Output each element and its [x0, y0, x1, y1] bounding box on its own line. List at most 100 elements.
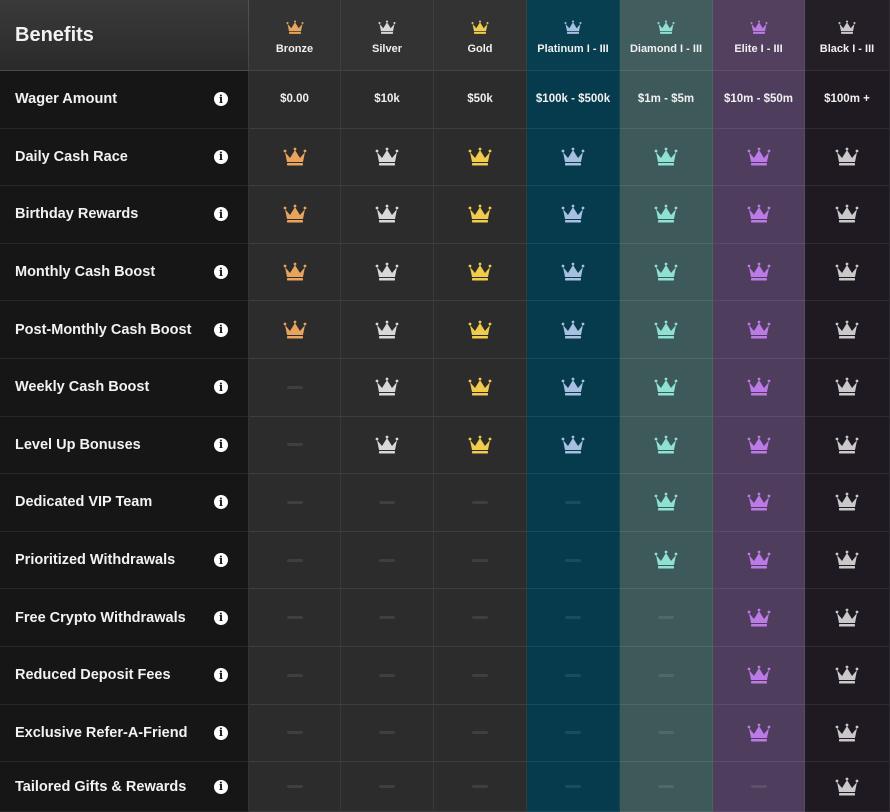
crown-icon	[375, 435, 399, 455]
info-icon[interactable]: i	[214, 553, 228, 568]
info-icon[interactable]: i	[214, 207, 228, 222]
benefit-cell-platinum	[527, 416, 620, 475]
benefit-cell-bronze	[249, 128, 341, 187]
info-icon[interactable]: i	[214, 149, 228, 164]
crown-icon	[654, 147, 678, 167]
row-label-benefit: Birthday Rewards i	[0, 186, 249, 244]
benefit-cell-diamond	[620, 589, 713, 647]
benefit-cell-elite	[713, 243, 805, 302]
benefit-cell-silver	[341, 646, 434, 705]
unavailable-dash	[379, 731, 395, 735]
tier-header-platinum: Platinum I - III	[527, 0, 620, 71]
benefit-cell-silver	[341, 128, 434, 187]
crown-icon	[468, 377, 492, 397]
benefit-cell-diamond	[620, 416, 713, 475]
benefit-cell-diamond	[620, 128, 713, 187]
unavailable-dash	[379, 785, 395, 789]
benefit-cell-black	[805, 416, 890, 475]
crown-icon	[378, 19, 396, 35]
info-icon[interactable]: i	[214, 725, 228, 740]
row-label: Tailored Gifts & Rewards	[15, 778, 187, 795]
row-label: Birthday Rewards	[15, 206, 139, 223]
crown-icon	[835, 262, 859, 282]
crown-icon	[375, 377, 399, 397]
row-label: Reduced Deposit Fees	[15, 667, 171, 684]
unavailable-dash	[658, 785, 674, 789]
row-label: Weekly Cash Boost	[15, 379, 150, 396]
row-label: Post-Monthly Cash Boost	[15, 321, 192, 338]
wager-cell-elite: $10m - $50m	[713, 71, 805, 129]
benefit-cell-black	[805, 128, 890, 187]
benefit-cell-diamond	[620, 243, 713, 302]
crown-icon	[654, 320, 678, 340]
wager-value: $1m - $5m	[637, 93, 695, 106]
tier-name: Black I - III	[819, 42, 875, 55]
unavailable-dash	[286, 443, 303, 447]
crown-icon	[749, 19, 768, 35]
tier-name: Elite I - III	[734, 42, 783, 55]
unavailable-dash	[565, 558, 581, 562]
unavailable-dash	[379, 616, 395, 620]
info-icon[interactable]: i	[214, 380, 228, 395]
benefit-cell-platinum	[527, 589, 620, 647]
benefit-cell-silver	[341, 358, 434, 417]
benefit-cell-silver	[341, 301, 434, 359]
crown-icon	[468, 147, 492, 167]
unavailable-dash	[286, 673, 303, 677]
crown-icon	[561, 262, 585, 282]
crown-icon	[654, 262, 678, 282]
wager-cell-black: $100m +	[805, 71, 890, 129]
row-label-benefit: Prioritized Withdrawals i	[0, 531, 249, 590]
benefit-cell-gold	[434, 301, 527, 359]
crown-icon	[835, 435, 859, 455]
wager-value: $0.00	[280, 93, 309, 106]
benefit-cell-bronze	[249, 531, 341, 590]
row-label: Monthly Cash Boost	[15, 264, 156, 281]
crown-icon	[747, 262, 771, 282]
crown-icon	[375, 320, 399, 340]
benefit-cell-diamond	[620, 474, 713, 532]
row-label-benefit: Monthly Cash Boost i	[0, 243, 249, 302]
unavailable-dash	[565, 731, 581, 735]
info-icon[interactable]: i	[214, 779, 228, 794]
info-icon[interactable]: i	[214, 437, 228, 452]
tier-header-silver: Silver	[341, 0, 434, 71]
crown-icon	[835, 377, 859, 397]
crown-icon	[654, 550, 678, 570]
benefit-cell-bronze	[249, 186, 341, 244]
unavailable-dash	[472, 616, 488, 620]
wager-value: $100k - $500k	[535, 93, 611, 106]
tier-header-elite: Elite I - III	[713, 0, 805, 71]
row-label: Level Up Bonuses	[15, 436, 141, 453]
row-label-benefit: Post-Monthly Cash Boost i	[0, 301, 249, 359]
benefit-cell-elite	[713, 416, 805, 475]
tier-name: Silver	[372, 42, 402, 55]
info-icon[interactable]: i	[214, 668, 228, 683]
crown-icon	[654, 492, 678, 512]
crown-icon	[747, 608, 771, 628]
info-icon[interactable]: i	[214, 92, 228, 107]
crown-icon	[375, 262, 399, 282]
wager-cell-diamond: $1m - $5m	[620, 71, 713, 129]
unavailable-dash	[379, 500, 395, 504]
info-icon[interactable]: i	[214, 610, 228, 625]
info-icon[interactable]: i	[214, 495, 228, 510]
unavailable-dash	[286, 785, 303, 789]
crown-icon	[835, 608, 859, 628]
row-label-benefit: Reduced Deposit Fees i	[0, 646, 249, 705]
unavailable-dash	[472, 673, 488, 677]
crown-icon	[835, 492, 859, 512]
info-icon[interactable]: i	[214, 322, 228, 337]
info-icon[interactable]: i	[214, 265, 228, 280]
wager-cell-gold: $50k	[434, 71, 527, 129]
benefit-cell-platinum	[527, 128, 620, 187]
wager-value: $100m +	[824, 93, 870, 106]
benefit-cell-bronze	[249, 762, 341, 812]
wager-cell-bronze: $0.00	[249, 71, 341, 129]
benefit-cell-gold	[434, 704, 527, 763]
crown-icon	[375, 147, 399, 167]
crown-icon	[835, 777, 859, 797]
row-label-benefit: Daily Cash Race i	[0, 128, 249, 187]
benefit-cell-elite	[713, 358, 805, 417]
benefit-cell-elite	[713, 301, 805, 359]
